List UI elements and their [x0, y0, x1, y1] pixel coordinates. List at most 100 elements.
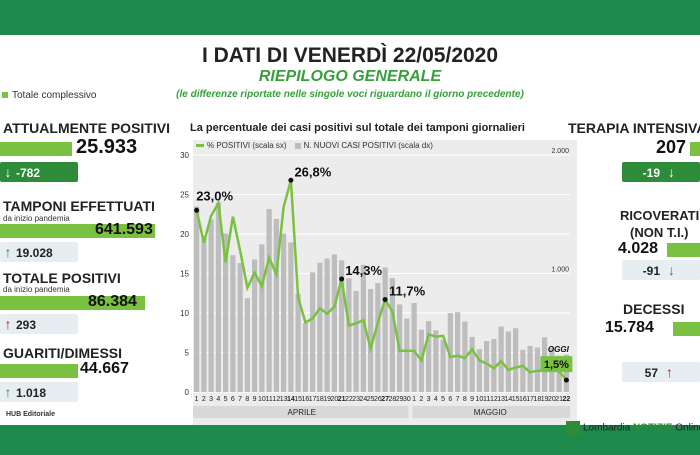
value-totale-positivi: 86.384: [88, 293, 137, 310]
bar-new-cases: [295, 294, 301, 392]
month-band-april: [193, 406, 409, 418]
delta-value: 1.018: [16, 386, 47, 400]
bar-new-cases: [339, 260, 345, 392]
x-tick-label: 22: [345, 396, 353, 403]
value-tamponi: 641.593: [95, 221, 153, 238]
x-tick-label: 15: [512, 396, 520, 403]
x-tick-label: 29: [396, 396, 404, 403]
delta-tamponi: ↑ 19.028: [0, 242, 78, 262]
x-tick-label: 4: [434, 396, 438, 403]
bar-new-cases: [527, 345, 533, 392]
delta-attualmente-positivi: ↓ -782: [0, 162, 78, 182]
annotation-dot: [194, 207, 200, 213]
annotation-dot: [382, 297, 388, 303]
page-note: (le differenze riportate nelle singole v…: [176, 89, 524, 100]
bar-new-cases: [360, 264, 366, 392]
legend-line-swatch: [196, 144, 204, 148]
x-tick-label: 28: [388, 396, 396, 403]
x-tick-label: 24: [359, 396, 367, 403]
chart-title: La percentuale dei casi positivi sul tot…: [190, 122, 525, 134]
bar-new-cases: [353, 291, 359, 392]
logo-text-2: NOTIZIE: [633, 422, 673, 434]
bar-new-cases: [426, 321, 432, 392]
bottom-band: [0, 425, 700, 455]
x-tick-label: 11: [265, 396, 272, 403]
x-tick-label: 13: [497, 396, 505, 403]
x-tick-label: 14: [287, 396, 295, 403]
x-tick-label: 2: [419, 396, 423, 403]
lombardia-logo-icon: [566, 421, 580, 435]
value-guariti: 44.667: [80, 360, 129, 377]
bar-new-cases: [201, 238, 207, 392]
bar-new-cases: [498, 326, 504, 392]
x-tick-label: 13: [280, 396, 288, 403]
bar-totale-positivi: [0, 296, 145, 310]
delta-ricoverati: -91 ↓: [622, 260, 700, 280]
x-tick-label: 12: [272, 396, 280, 403]
logo-text-3: Online: [675, 422, 700, 434]
bar-new-cases: [302, 323, 308, 392]
month-band-may: [412, 406, 570, 418]
delta-terapia-intensiva: -19 ↓: [622, 162, 700, 182]
delta-totale-positivi: ↑ 293: [0, 314, 78, 334]
x-tick-label: 17: [526, 396, 534, 403]
x-tick-label: 10: [475, 396, 483, 403]
x-tick-label: 21: [555, 396, 563, 403]
bar-new-cases: [411, 303, 417, 392]
bar-new-cases: [476, 349, 482, 392]
bar-new-cases: [288, 242, 294, 392]
x-tick-label: 4: [216, 396, 220, 403]
bar-new-cases: [331, 254, 337, 392]
bar-new-cases: [389, 278, 395, 392]
label-totale-positivi: TOTALE POSITIVI: [3, 270, 121, 286]
top-band: [0, 0, 700, 35]
delta-value: -782: [16, 166, 41, 180]
logo: Lombardia NOTIZIE Online: [566, 421, 700, 435]
month-label: MAGGIO: [474, 408, 507, 417]
x-tick-label: 22: [562, 396, 570, 403]
page-title: I DATI DI VENERDÌ 22/05/2020: [201, 44, 499, 67]
line-percent-positive: [195, 179, 568, 381]
x-tick-label: 18: [533, 396, 541, 403]
annotation-box: [540, 356, 573, 373]
x-tick-label: 9: [470, 396, 474, 403]
annotation-label: 23,0%: [196, 188, 233, 203]
bar-new-cases: [230, 255, 236, 392]
x-tick-label: 5: [224, 396, 228, 403]
bar-new-cases: [469, 336, 475, 392]
y-left-tick-label: 20: [180, 230, 189, 239]
y-left-tick-label: 15: [180, 270, 189, 279]
bar-decessi: [673, 322, 700, 336]
annotation-label: 1,5%: [544, 359, 569, 371]
bar-new-cases: [368, 289, 374, 392]
x-tick-label: 17: [309, 396, 317, 403]
bar-new-cases: [244, 298, 250, 392]
x-tick-label: 23: [352, 396, 360, 403]
bar-new-cases: [520, 349, 526, 392]
x-tick-label: 1: [412, 396, 416, 403]
logo-text-1: Lombardia: [583, 422, 634, 434]
x-tick-label: 21: [338, 396, 346, 403]
bar-new-cases: [556, 355, 562, 392]
bar-new-cases: [447, 313, 453, 392]
delta-value: 293: [16, 318, 37, 332]
annotation-label: 14,3%: [345, 263, 382, 278]
value-terapia-intensiva: 207: [656, 137, 687, 157]
arrow-up-icon: ↑: [4, 244, 12, 260]
annotation-dot: [288, 177, 294, 183]
x-tick-label: 3: [427, 396, 431, 403]
x-tick-label: 11: [483, 396, 490, 403]
bar-new-cases: [273, 218, 279, 392]
bar-tamponi: [0, 224, 155, 238]
label-guariti: GUARITI/DIMESSI: [3, 345, 123, 361]
y-left-tick-label: 10: [180, 309, 189, 318]
x-tick-label: 3: [209, 396, 213, 403]
annotation-label: 11,7%: [389, 284, 426, 299]
y-right-tick-label: 1.000: [551, 267, 569, 274]
bar-new-cases: [404, 318, 410, 392]
bar-new-cases: [484, 341, 490, 392]
bar-new-cases: [563, 354, 569, 392]
bar-new-cases: [223, 233, 229, 392]
bar-new-cases: [375, 282, 381, 392]
